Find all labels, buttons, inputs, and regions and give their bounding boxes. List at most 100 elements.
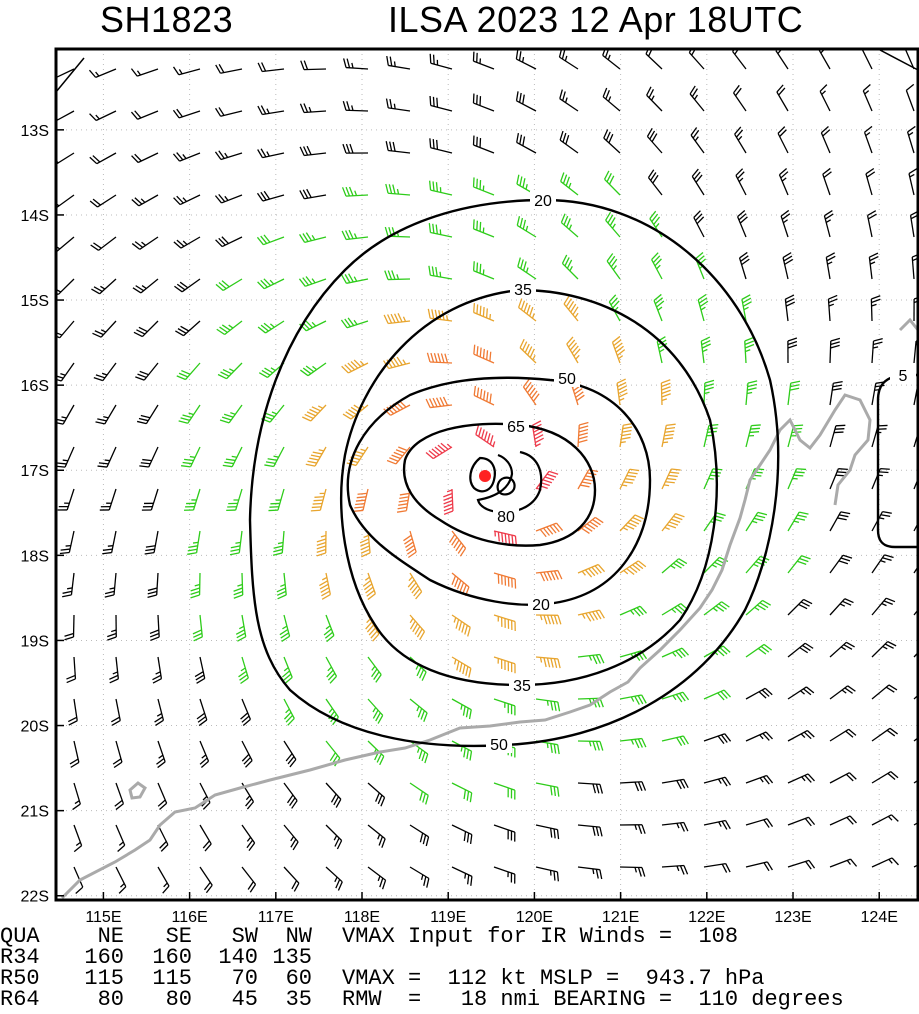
wind-barb — [131, 194, 159, 207]
wind-barb — [384, 270, 411, 281]
wind-barb — [577, 782, 604, 794]
wind-barb — [871, 467, 890, 490]
wind-barb — [299, 232, 327, 243]
wind-barb — [745, 380, 758, 406]
wind-barb — [157, 866, 170, 894]
wind-barb — [341, 229, 369, 241]
wind-barb — [139, 446, 159, 468]
wind-barb — [745, 861, 773, 872]
wind-barb — [493, 530, 517, 546]
wind-barb — [110, 698, 121, 726]
contour-label-bg — [486, 735, 512, 753]
wind-barb — [91, 278, 117, 295]
wind-barb — [871, 554, 894, 574]
wind-barb — [56, 110, 75, 122]
wind-barb — [690, 127, 705, 154]
wind-barb — [215, 278, 243, 292]
wind-barb — [89, 110, 117, 122]
contour-label: 80 — [497, 509, 515, 526]
wind-barb — [299, 188, 327, 200]
wind-barb — [427, 308, 453, 322]
wind-barb — [89, 194, 117, 208]
wind-barb — [531, 420, 544, 448]
wind-barb — [157, 824, 169, 852]
wind-barb — [173, 236, 201, 249]
wind-barb — [827, 294, 838, 322]
wind-barb — [276, 572, 287, 600]
stats-summary-text: RMW = 18 nmi BEARING = 110 degrees — [342, 987, 844, 1012]
wind-barb — [175, 320, 201, 337]
wind-barb — [661, 735, 689, 746]
wind-barb — [535, 740, 560, 755]
wind-barb — [745, 731, 773, 742]
wind-barb — [787, 859, 816, 870]
wind-barb — [602, 87, 621, 112]
wind-barb — [577, 516, 604, 534]
contour-label-bg — [510, 280, 536, 298]
wind-barb — [386, 446, 411, 465]
wind-barb — [691, 168, 705, 196]
wind-barb — [870, 295, 881, 322]
wind-barb — [871, 640, 897, 658]
wind-barb — [144, 530, 159, 555]
wind-barb — [868, 252, 879, 280]
wind-barb — [472, 51, 495, 70]
wind-barb — [89, 152, 117, 165]
wind-barb — [787, 380, 801, 406]
wind-barb — [385, 98, 411, 112]
map-frame — [54, 47, 919, 902]
wind-barb — [133, 320, 159, 338]
coastline-islet — [128, 781, 147, 800]
wind-barb — [451, 740, 473, 761]
wind-barb — [174, 278, 201, 293]
wind-barb — [535, 522, 564, 538]
wind-barb — [703, 689, 731, 701]
wind-barb — [861, 49, 873, 70]
stats-cell: NW — [285, 924, 312, 949]
wind-barb — [871, 511, 892, 532]
wind-barb — [429, 138, 453, 154]
wind-barb — [866, 210, 877, 238]
wind-barb — [428, 223, 453, 238]
wind-barb — [560, 213, 579, 238]
contour-35kt — [340, 288, 718, 687]
wind-barb — [493, 782, 516, 800]
wind-barb — [272, 530, 285, 556]
wind-barb — [871, 727, 898, 742]
wind-barb — [517, 298, 537, 322]
wind-barb — [604, 170, 621, 196]
contour-label-bg — [530, 191, 556, 209]
contour-80kt-inner — [496, 476, 516, 496]
wind-barb — [268, 488, 285, 512]
wind-barb — [619, 514, 644, 532]
stats-label: R34 — [0, 945, 40, 970]
wind-barb — [428, 180, 453, 196]
wind-barb — [732, 49, 747, 70]
contour-label-bg — [890, 366, 916, 384]
lon-tick-label: 120E — [516, 909, 553, 926]
wind-barb — [515, 49, 537, 70]
wind-barb — [822, 167, 832, 196]
wind-barb — [703, 733, 732, 745]
wind-barb — [559, 89, 579, 112]
storm-center-marker — [479, 470, 491, 482]
wind-barb — [661, 778, 689, 790]
wind-barb — [558, 49, 579, 70]
map-grid — [56, 49, 918, 900]
wind-barb — [819, 84, 831, 112]
wind-barb — [107, 614, 117, 641]
wind-barb — [493, 824, 516, 842]
wind-barb — [661, 647, 689, 659]
wind-barb — [323, 614, 335, 643]
wind-barb — [493, 614, 516, 632]
wind-barb — [913, 565, 918, 574]
wind-barb — [693, 210, 705, 238]
wind-barb — [102, 530, 117, 555]
wind-barb — [735, 168, 747, 196]
wind-barb — [69, 740, 80, 768]
wind-barb — [409, 824, 430, 847]
contour-80kt — [476, 450, 543, 514]
wind-barb — [154, 698, 165, 726]
wind-barb — [383, 313, 411, 325]
